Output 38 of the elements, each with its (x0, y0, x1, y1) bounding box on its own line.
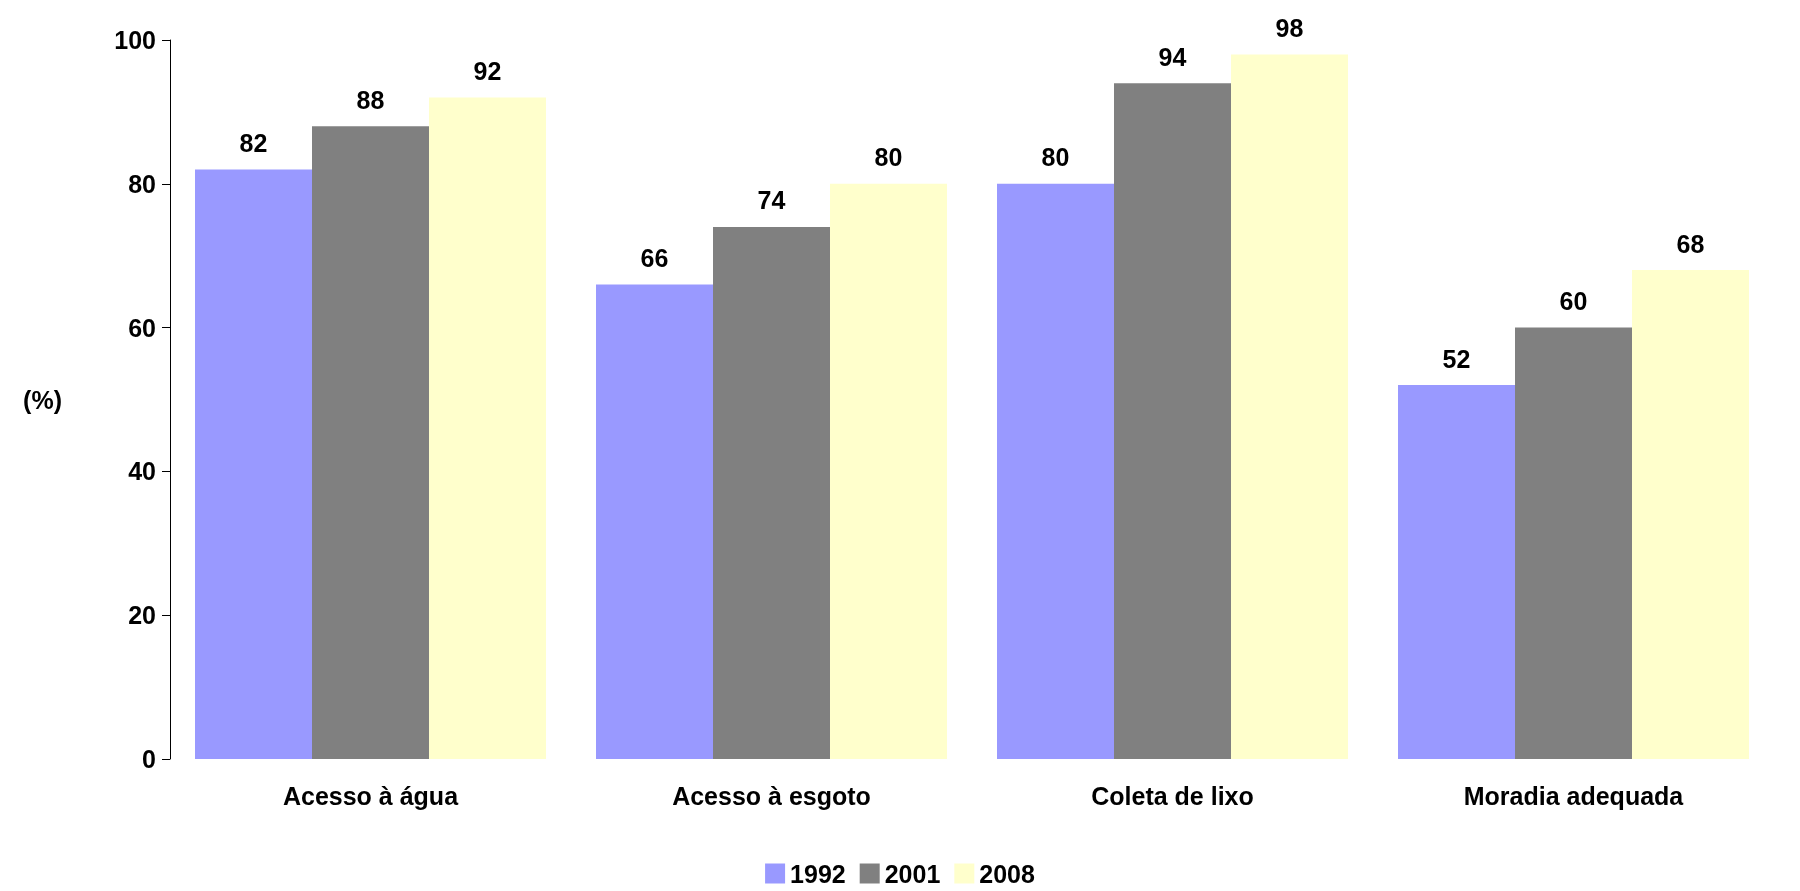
data-label: 74 (757, 186, 786, 215)
x-tick-label: Acesso à água (282, 781, 460, 810)
legend-label: 2001 (884, 859, 941, 888)
data-label: 94 (1158, 42, 1187, 71)
bar (830, 183, 947, 759)
bar (1398, 385, 1515, 759)
y-tick-label: 80 (128, 169, 156, 198)
data-label: 92 (473, 57, 502, 86)
bar (1515, 327, 1632, 759)
data-label: 60 (1559, 287, 1588, 316)
bar (596, 284, 713, 759)
y-tick-label: 60 (128, 313, 156, 342)
y-tick-label: 40 (128, 457, 156, 486)
data-label: 88 (356, 85, 385, 114)
bar (1231, 54, 1348, 759)
bar (713, 226, 830, 759)
bar (1632, 270, 1749, 759)
x-tick-label: Acesso à esgoto (672, 781, 871, 810)
bar (312, 126, 429, 759)
bar (195, 169, 312, 759)
y-tick-label: 20 (128, 601, 156, 630)
data-label: 80 (1041, 143, 1070, 172)
data-label: 68 (1676, 229, 1705, 258)
x-tick-label: Moradia adequada (1463, 781, 1685, 810)
y-tick-label: 0 (142, 745, 156, 773)
x-tick-label: Coleta de lixo (1091, 781, 1254, 810)
data-label: 82 (239, 128, 268, 157)
y-tick-label: 100 (114, 26, 156, 54)
legend-label: 2008 (979, 859, 1036, 888)
bar (429, 97, 546, 759)
bar (997, 183, 1114, 759)
bar (1114, 83, 1231, 759)
y-axis-title: (%) (23, 385, 62, 414)
data-label: 80 (874, 143, 903, 172)
legend-label: 1992 (790, 859, 846, 888)
data-label: 66 (640, 243, 669, 272)
data-label: 98 (1275, 13, 1304, 42)
data-label: 52 (1442, 344, 1471, 373)
